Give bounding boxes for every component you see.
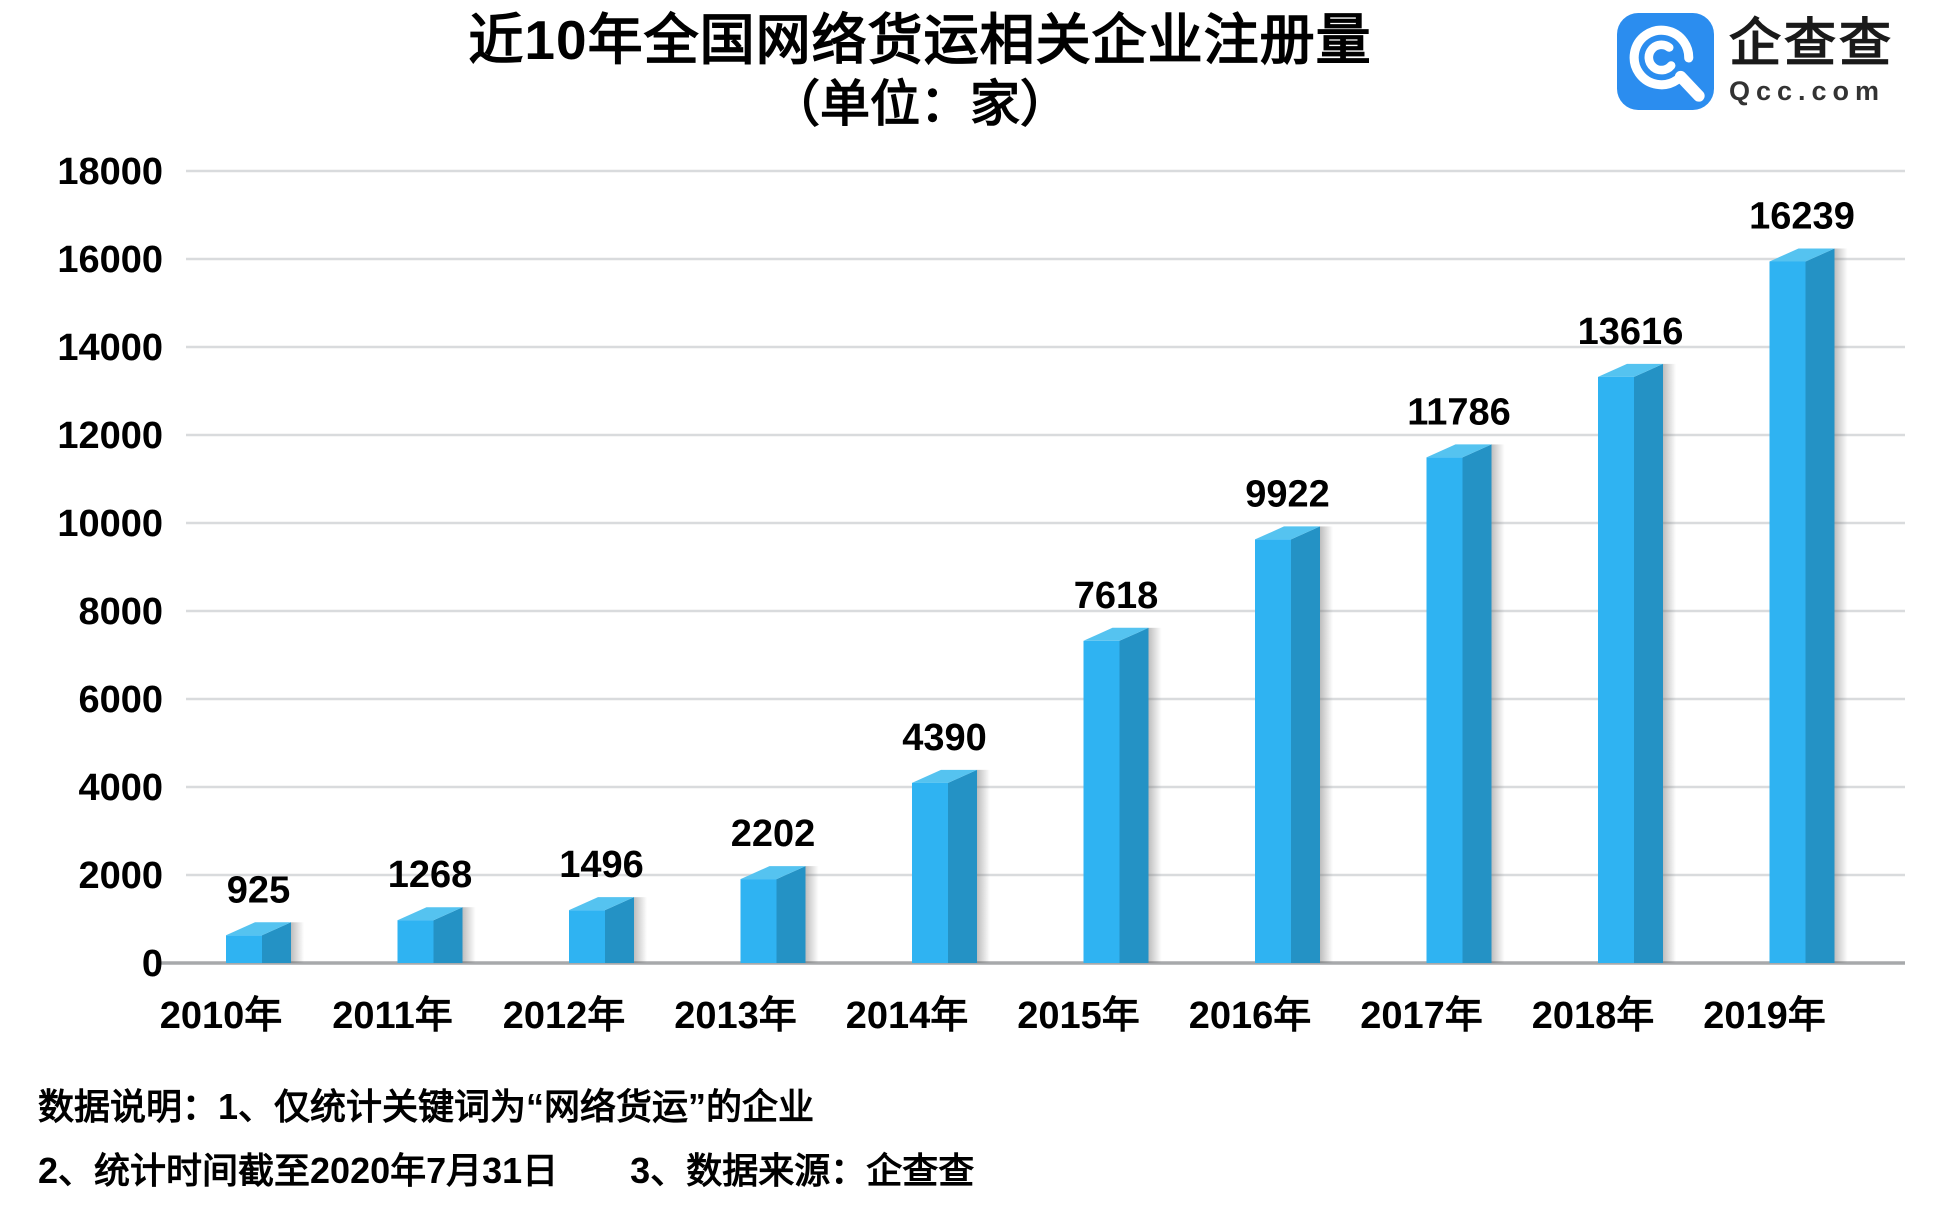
y-axis-tick-label: 14000 [57, 327, 163, 369]
chart-subtitle: （单位：家） [770, 75, 1070, 132]
grid-layer: 0 2000 4000 6000 8000 10000 12000 14000 16000 180… [57, 151, 1905, 985]
bar-side-face [1291, 526, 1320, 963]
chart-title-block: 近10年全国网络货运相关企业注册量 （单位：家） [0, 9, 1840, 132]
x-axis-tick-label: 2010年 [160, 995, 283, 1037]
qcc-logo-name: 企查查 [1728, 15, 1894, 73]
bar-side-face [776, 866, 806, 963]
bar-value-label: 7618 [1074, 575, 1159, 617]
bar-shadow [462, 907, 476, 963]
qcc-logo: 企查查 Qcc.com [1616, 13, 1894, 110]
chart-title: 近10年全国网络货运相关企业注册量 [468, 9, 1372, 71]
bar-front-face [912, 782, 948, 963]
qcc-magnifier-q-icon [1616, 13, 1714, 110]
bar-2017年: 11786 2017年 [1360, 391, 1511, 1037]
bar-value-label: 13616 [1578, 311, 1684, 353]
bar-value-label: 1268 [388, 854, 473, 896]
bar-2018年: 13616 2018年 [1532, 311, 1684, 1037]
x-axis-tick-label: 2013年 [674, 995, 797, 1037]
bar-shadow [977, 769, 990, 963]
bar-top-face [912, 769, 977, 783]
bar-side-face [948, 769, 977, 963]
bar-shadow [1663, 363, 1676, 963]
bar-2016年: 9922 2016年 [1189, 473, 1333, 1037]
bar-value-label: 2202 [731, 813, 816, 855]
bar-top-face [1083, 627, 1149, 641]
bar-shadow [1491, 444, 1505, 963]
bar-value-label: 11786 [1407, 391, 1511, 433]
data-note-line2: 2、统计时间截至2020年7月31日 3、数据来源：企查查 [38, 1150, 975, 1191]
y-axis-tick-label: 2000 [78, 855, 163, 897]
bar-2011年: 1268 2011年 [332, 854, 476, 1037]
bar-side-face [605, 897, 634, 963]
bar-front-face [1769, 261, 1806, 963]
bar-value-label: 4390 [902, 717, 987, 759]
y-axis-tick-label: 0 [142, 943, 163, 985]
bar-side-face [433, 907, 463, 963]
bar-top-face [1769, 248, 1835, 262]
bar-2012年: 1496 2012年 [503, 844, 647, 1037]
y-axis-tick-label: 16000 [57, 239, 163, 281]
bar-top-face [397, 907, 463, 921]
y-axis-tick-label: 8000 [78, 591, 163, 633]
x-axis-tick-label: 2019年 [1703, 995, 1826, 1037]
y-axis-tick-label: 18000 [57, 151, 163, 193]
bar-top-face [1255, 526, 1320, 540]
bar-side-face [1805, 248, 1835, 963]
x-axis-tick-label: 2012年 [503, 995, 626, 1037]
x-axis-tick-label: 2018年 [1532, 995, 1655, 1037]
bar-value-label: 925 [227, 869, 290, 911]
y-axis-tick-label: 12000 [57, 415, 163, 457]
x-axis-tick-label: 2016年 [1189, 995, 1312, 1037]
bar-top-face [569, 897, 634, 911]
bar-side-face [1634, 363, 1663, 963]
data-note-line1: 数据说明：1、仅统计关键词为“网络货运”的企业 [38, 1086, 815, 1127]
bar-shadow [1834, 248, 1848, 963]
bar-front-face [1255, 539, 1291, 963]
bar-value-label: 1496 [559, 844, 644, 886]
y-axis-tick-label: 4000 [78, 767, 163, 809]
bar-top-face [226, 922, 291, 936]
bar-front-face [226, 935, 262, 963]
bar-front-face [1598, 376, 1634, 963]
bar-2014年: 4390 2014年 [846, 717, 990, 1037]
x-axis-tick-label: 2011年 [332, 995, 452, 1037]
bar-side-face [1119, 627, 1149, 963]
y-axis-tick-label: 6000 [78, 679, 163, 721]
bar-front-face [397, 920, 434, 963]
x-axis-tick-label: 2015年 [1017, 995, 1140, 1037]
bar-shadow [1148, 627, 1162, 963]
bar-2019年: 16239 2019年 [1703, 195, 1855, 1037]
bar-front-face [569, 910, 605, 963]
bar-top-face [1426, 444, 1492, 458]
bar-2013年: 2202 2013年 [674, 813, 819, 1037]
qcc-logo-domain: Qcc.com [1728, 76, 1886, 106]
x-axis-tick-label: 2017年 [1360, 995, 1483, 1037]
bar-top-face [740, 866, 806, 880]
bar-side-face [1462, 444, 1492, 963]
x-axis-tick-label: 2014年 [846, 995, 969, 1037]
bar-shadow [805, 866, 819, 963]
y-axis-tick-label: 10000 [57, 503, 163, 545]
bar-top-face [1598, 363, 1663, 377]
bar-front-face [740, 879, 777, 963]
qcc-q-glyph [1629, 25, 1705, 102]
bars-layer: 925 2010年 1268 2011年 1496 2012年 2202 2013年 4390 2… [160, 195, 1855, 1037]
bar-value-label: 16239 [1749, 195, 1855, 237]
bar-shadow [291, 922, 304, 963]
bar-shadow [1320, 526, 1333, 963]
bar-shadow [634, 897, 647, 963]
bar-side-face [262, 922, 291, 963]
bar-2015年: 7618 2015年 [1017, 575, 1162, 1037]
bar-front-face [1083, 640, 1120, 963]
bar-2010年: 925 2010年 [160, 869, 304, 1037]
qcc-logo-text: 企查查 Qcc.com [1729, 18, 1894, 105]
bar-front-face [1426, 457, 1463, 963]
bar-value-label: 9922 [1245, 473, 1330, 515]
